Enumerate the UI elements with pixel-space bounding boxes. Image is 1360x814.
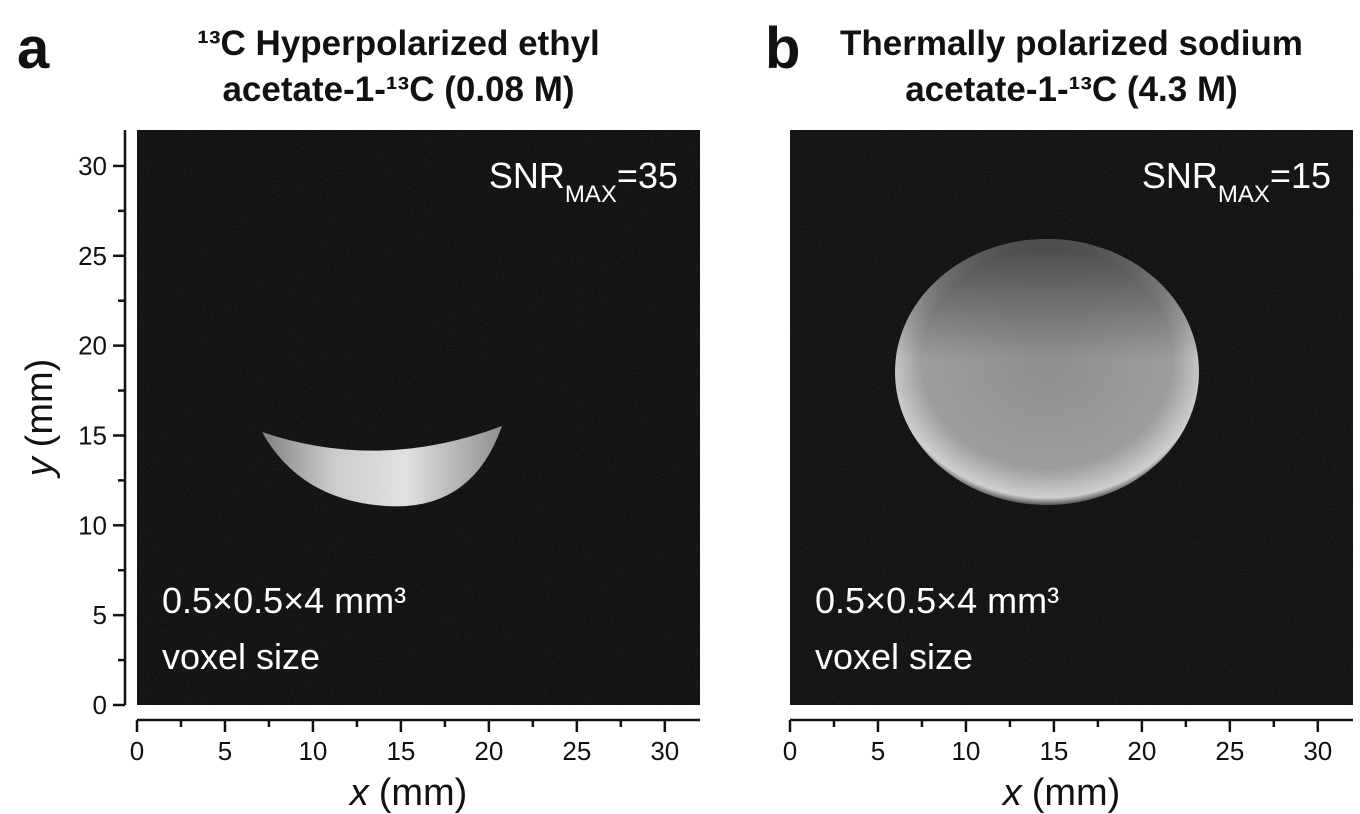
chart-title: ¹³C Hyperpolarized ethyl xyxy=(197,24,600,63)
x-unit: (mm) xyxy=(1032,772,1121,814)
x-axis-label: x(mm) xyxy=(348,772,468,814)
x-tick-label: 5 xyxy=(871,736,885,766)
chart-title: acetate-1-¹³C (0.08 M) xyxy=(222,70,574,109)
y-axis-label: y (mm) xyxy=(19,359,61,480)
voxel-annotation: 0.5×0.5×4 mm³ xyxy=(815,580,1059,621)
chart-title: Thermally polarized sodium xyxy=(840,24,1303,63)
panel-letter: b xyxy=(765,16,800,81)
y-tick-label: 15 xyxy=(78,420,107,450)
panel-letter: a xyxy=(17,16,50,81)
x-tick-label: 25 xyxy=(1215,736,1244,766)
snr-label: SNR xyxy=(489,155,565,196)
x-unit: (mm) xyxy=(379,772,468,814)
x-variable: x xyxy=(1001,772,1024,814)
x-tick-label: 0 xyxy=(130,736,144,766)
figure: a ¹³C Hyperpolarized ethyl acetate-1-¹³C (… xyxy=(0,0,1360,814)
x-tick-label: 25 xyxy=(562,736,591,766)
x-tick-label: 30 xyxy=(650,736,679,766)
x-axis-label: x(mm) xyxy=(1001,772,1121,814)
y-tick-label: 30 xyxy=(78,151,107,181)
x-tick-label: 0 xyxy=(783,736,797,766)
x-tick-label: 20 xyxy=(474,736,503,766)
y-unit: (mm) xyxy=(19,359,61,448)
y-tick-label: 0 xyxy=(93,690,107,720)
chart-title: acetate-1-¹³C (4.3 M) xyxy=(905,70,1238,109)
y-tick-label: 5 xyxy=(93,600,107,630)
x-tick-label: 10 xyxy=(298,736,327,766)
y-tick-label: 10 xyxy=(78,510,107,540)
x-tick-label: 15 xyxy=(1039,736,1068,766)
x-tick-label: 30 xyxy=(1303,736,1332,766)
y-variable: y xyxy=(19,455,61,479)
x-tick-label: 10 xyxy=(951,736,980,766)
voxel-annotation: 0.5×0.5×4 mm³ xyxy=(162,580,406,621)
signal-disc-shade xyxy=(895,239,1199,505)
y-tick-label: 25 xyxy=(78,241,107,271)
x-variable: x xyxy=(348,772,371,814)
x-tick-label: 5 xyxy=(218,736,232,766)
snr-label: SNR xyxy=(1142,155,1218,196)
x-tick-label: 20 xyxy=(1127,736,1156,766)
x-tick-label: 15 xyxy=(386,736,415,766)
snr-value: =35 xyxy=(617,155,678,196)
snr-subscript: MAX xyxy=(565,181,617,208)
snr-value: =15 xyxy=(1270,155,1331,196)
snr-subscript: MAX xyxy=(1218,181,1270,208)
voxel-annotation: voxel size xyxy=(162,636,320,677)
voxel-annotation: voxel size xyxy=(815,636,973,677)
y-tick-label: 20 xyxy=(78,331,107,361)
